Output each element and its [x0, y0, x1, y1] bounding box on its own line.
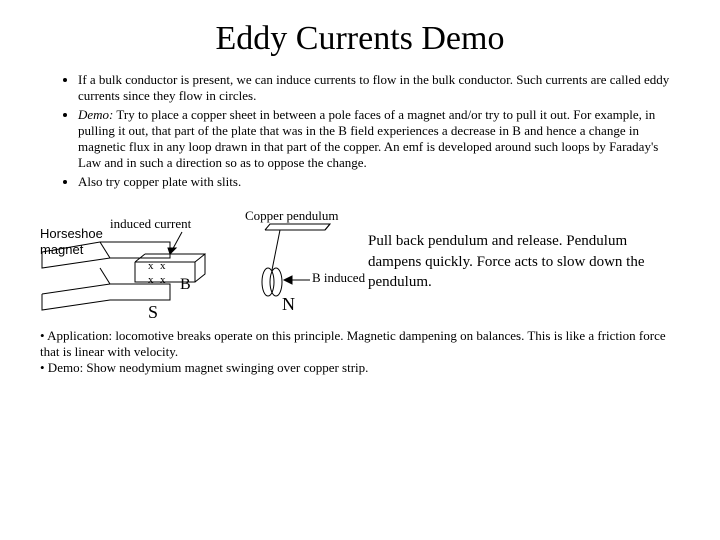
label-magnet: magnet: [40, 242, 83, 257]
label-s: S: [148, 302, 158, 323]
bullet-2: Demo: Try to place a copper sheet in bet…: [78, 107, 680, 172]
x-mark-2: x: [160, 260, 166, 272]
label-b-induced: B induced: [312, 270, 365, 286]
right-caption: Pull back pendulum and release. Pendulum…: [358, 231, 680, 292]
page-title: Eddy Currents Demo: [40, 20, 680, 58]
x-mark-1: x: [148, 260, 154, 272]
diagram-row: induced current Copper pendulum Horsesho…: [40, 202, 680, 322]
bullet-3: Also try copper plate with slits.: [78, 174, 680, 190]
app-line-1: • Application: locomotive breaks operate…: [40, 328, 680, 361]
x-mark-4: x: [160, 274, 166, 286]
label-horseshoe: Horseshoe: [40, 226, 103, 241]
label-induced-current: induced current: [110, 216, 191, 232]
label-copper-pendulum: Copper pendulum: [245, 208, 339, 224]
x-mark-3: x: [148, 274, 154, 286]
main-bullets: If a bulk conductor is present, we can i…: [40, 72, 680, 190]
label-n: N: [282, 294, 295, 315]
label-b: B: [180, 276, 191, 294]
bullet-1: If a bulk conductor is present, we can i…: [78, 72, 680, 105]
app-line-2: • Demo: Show neodymium magnet swinging o…: [40, 360, 680, 376]
application-notes: • Application: locomotive breaks operate…: [40, 328, 680, 377]
physics-diagram: induced current Copper pendulum Horsesho…: [40, 202, 350, 322]
